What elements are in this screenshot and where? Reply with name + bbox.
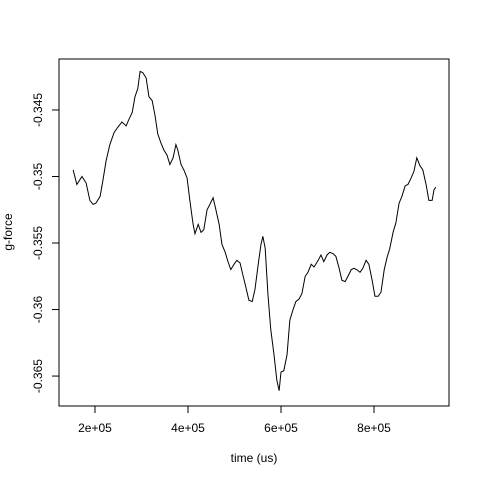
y-tick-label: -0.36	[31, 296, 45, 324]
x-axis-label: time (us)	[231, 451, 278, 465]
x-tick-label: 2e+05	[78, 421, 112, 435]
data-line	[72, 70, 437, 391]
y-axis-label: g-force	[1, 213, 15, 251]
x-tick-label: 6e+05	[264, 421, 298, 435]
plot-frame	[58, 58, 450, 407]
y-tick-label: -0.355	[31, 226, 45, 260]
x-tick-label: 8e+05	[357, 421, 391, 435]
y-tick-label: -0.35	[31, 162, 45, 190]
y-tick-label: -0.365	[31, 359, 45, 393]
x-tick-label: 4e+05	[171, 421, 205, 435]
y-tick-label: -0.345	[31, 93, 45, 127]
